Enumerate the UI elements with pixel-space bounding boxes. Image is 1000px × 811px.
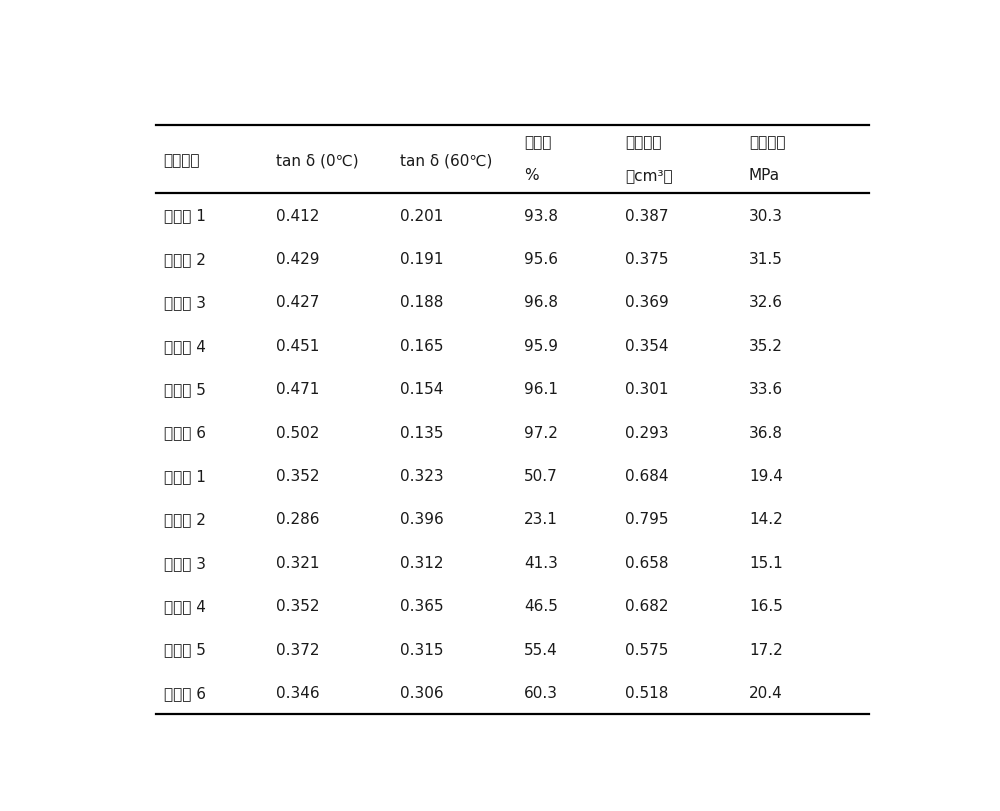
Text: 0.154: 0.154	[400, 382, 444, 397]
Text: 0.365: 0.365	[400, 599, 444, 613]
Text: 96.8: 96.8	[524, 295, 558, 310]
Text: 分散度: 分散度	[524, 135, 552, 150]
Text: 0.471: 0.471	[276, 382, 320, 397]
Text: 14.2: 14.2	[749, 512, 783, 526]
Text: 23.1: 23.1	[524, 512, 558, 526]
Text: 0.135: 0.135	[400, 425, 444, 440]
Text: 33.6: 33.6	[749, 382, 783, 397]
Text: 0.315: 0.315	[400, 642, 444, 657]
Text: 实施例 3: 实施例 3	[164, 295, 206, 310]
Text: 0.352: 0.352	[276, 469, 320, 483]
Text: 32.6: 32.6	[749, 295, 783, 310]
Text: 55.4: 55.4	[524, 642, 558, 657]
Text: MPa: MPa	[749, 168, 780, 182]
Text: 0.372: 0.372	[276, 642, 320, 657]
Text: 样品编号: 样品编号	[164, 153, 200, 168]
Text: 拉伸强度: 拉伸强度	[749, 135, 785, 150]
Text: 0.375: 0.375	[625, 251, 668, 267]
Text: 0.323: 0.323	[400, 469, 444, 483]
Text: 0.191: 0.191	[400, 251, 444, 267]
Text: 30.3: 30.3	[749, 208, 783, 223]
Text: 实施例 5: 实施例 5	[164, 382, 206, 397]
Text: 60.3: 60.3	[524, 685, 558, 700]
Text: 0.518: 0.518	[625, 685, 668, 700]
Text: 0.346: 0.346	[276, 685, 320, 700]
Text: 实施例 2: 实施例 2	[164, 251, 206, 267]
Text: 15.1: 15.1	[749, 555, 783, 570]
Text: 17.2: 17.2	[749, 642, 783, 657]
Text: 20.4: 20.4	[749, 685, 783, 700]
Text: 0.396: 0.396	[400, 512, 444, 526]
Text: （cm³）: （cm³）	[625, 168, 672, 182]
Text: tan δ (0℃): tan δ (0℃)	[276, 153, 359, 168]
Text: 0.502: 0.502	[276, 425, 320, 440]
Text: 0.387: 0.387	[625, 208, 668, 223]
Text: 对比例 1: 对比例 1	[164, 469, 206, 483]
Text: 96.1: 96.1	[524, 382, 558, 397]
Text: 0.293: 0.293	[625, 425, 668, 440]
Text: 0.429: 0.429	[276, 251, 320, 267]
Text: 0.188: 0.188	[400, 295, 444, 310]
Text: 对比例 5: 对比例 5	[164, 642, 206, 657]
Text: 0.286: 0.286	[276, 512, 320, 526]
Text: 0.301: 0.301	[625, 382, 668, 397]
Text: 0.306: 0.306	[400, 685, 444, 700]
Text: 对比例 6: 对比例 6	[164, 685, 206, 700]
Text: %: %	[524, 168, 539, 182]
Text: 93.8: 93.8	[524, 208, 558, 223]
Text: 0.321: 0.321	[276, 555, 320, 570]
Text: 0.575: 0.575	[625, 642, 668, 657]
Text: 磨耗体积: 磨耗体积	[625, 135, 661, 150]
Text: 对比例 3: 对比例 3	[164, 555, 206, 570]
Text: 97.2: 97.2	[524, 425, 558, 440]
Text: 0.312: 0.312	[400, 555, 444, 570]
Text: 对比例 2: 对比例 2	[164, 512, 206, 526]
Text: 实施例 1: 实施例 1	[164, 208, 206, 223]
Text: 31.5: 31.5	[749, 251, 783, 267]
Text: 对比例 4: 对比例 4	[164, 599, 206, 613]
Text: 19.4: 19.4	[749, 469, 783, 483]
Text: 41.3: 41.3	[524, 555, 558, 570]
Text: 0.658: 0.658	[625, 555, 668, 570]
Text: 0.369: 0.369	[625, 295, 669, 310]
Text: 0.354: 0.354	[625, 338, 668, 354]
Text: 0.165: 0.165	[400, 338, 444, 354]
Text: 0.684: 0.684	[625, 469, 668, 483]
Text: 0.352: 0.352	[276, 599, 320, 613]
Text: 95.6: 95.6	[524, 251, 558, 267]
Text: 0.201: 0.201	[400, 208, 444, 223]
Text: 实施例 4: 实施例 4	[164, 338, 206, 354]
Text: 50.7: 50.7	[524, 469, 558, 483]
Text: 0.451: 0.451	[276, 338, 320, 354]
Text: 16.5: 16.5	[749, 599, 783, 613]
Text: 0.427: 0.427	[276, 295, 320, 310]
Text: 95.9: 95.9	[524, 338, 558, 354]
Text: 实施例 6: 实施例 6	[164, 425, 206, 440]
Text: tan δ (60℃): tan δ (60℃)	[400, 153, 492, 168]
Text: 35.2: 35.2	[749, 338, 783, 354]
Text: 0.412: 0.412	[276, 208, 320, 223]
Text: 0.795: 0.795	[625, 512, 668, 526]
Text: 0.682: 0.682	[625, 599, 668, 613]
Text: 36.8: 36.8	[749, 425, 783, 440]
Text: 46.5: 46.5	[524, 599, 558, 613]
